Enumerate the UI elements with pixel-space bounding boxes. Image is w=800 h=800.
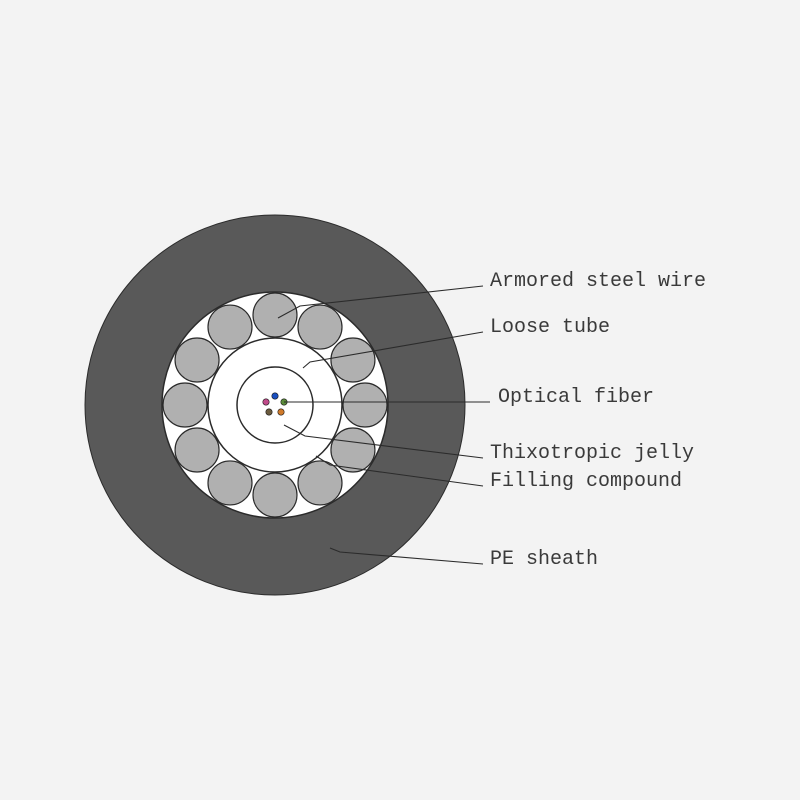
cable-cross-section-diagram [0,0,800,800]
label-armored-steel-wire: Armored steel wire [490,270,706,293]
label-filling-compound: Filling compound [490,470,682,493]
label-loose-tube: Loose tube [490,316,610,339]
label-thixotropic-jelly: Thixotropic jelly [490,442,694,465]
label-pe-sheath: PE sheath [490,548,598,571]
label-optical-fiber: Optical fiber [498,386,654,409]
